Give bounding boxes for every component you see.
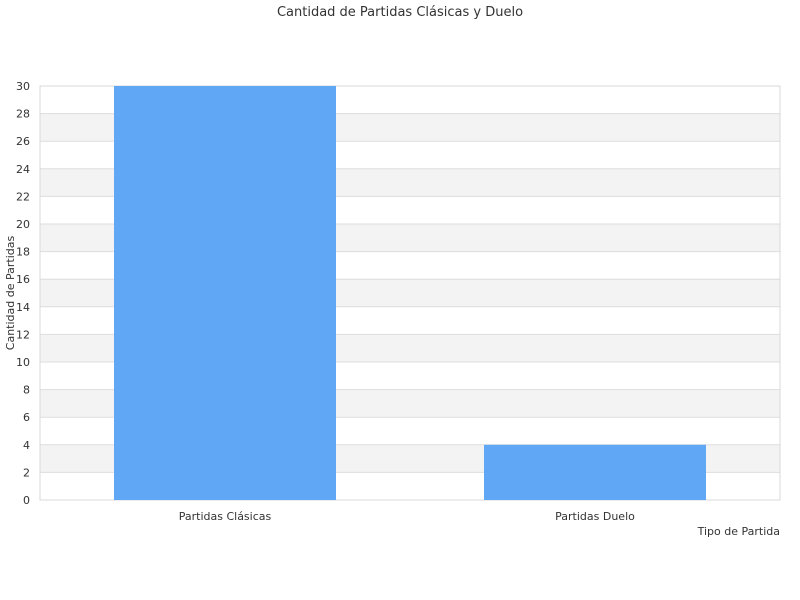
y-tick-label: 30 — [16, 80, 30, 93]
y-axis-label: Cantidad de Partidas — [4, 236, 17, 351]
x-axis-label: Tipo de Partida — [697, 525, 780, 538]
y-tick-label: 28 — [16, 108, 30, 121]
y-tick-label: 6 — [23, 411, 30, 424]
y-tick-label: 18 — [16, 246, 30, 259]
y-tick-label: 0 — [23, 494, 30, 507]
y-tick-label: 8 — [23, 384, 30, 397]
y-tick-label: 4 — [23, 439, 30, 452]
chart-title: Cantidad de Partidas Clásicas y Duelo — [277, 5, 523, 20]
bar — [484, 444, 706, 500]
x-tick-label: Partidas Clásicas — [179, 510, 272, 523]
y-tick-label: 26 — [16, 135, 30, 148]
y-tick-label: 10 — [16, 356, 30, 369]
x-tick-label: Partidas Duelo — [555, 510, 635, 523]
y-tick-label: 14 — [16, 301, 30, 314]
bar — [114, 86, 336, 500]
y-tick-label: 24 — [16, 163, 30, 176]
bars — [114, 86, 706, 500]
x-axis-ticks: Partidas Clásicas Partidas Duelo — [179, 510, 635, 523]
y-tick-label: 22 — [16, 190, 30, 203]
y-tick-label: 12 — [16, 328, 30, 341]
y-tick-label: 20 — [16, 218, 30, 231]
y-tick-label: 2 — [23, 466, 30, 479]
plot-frame — [39, 85, 781, 501]
y-tick-label: 16 — [16, 273, 30, 286]
